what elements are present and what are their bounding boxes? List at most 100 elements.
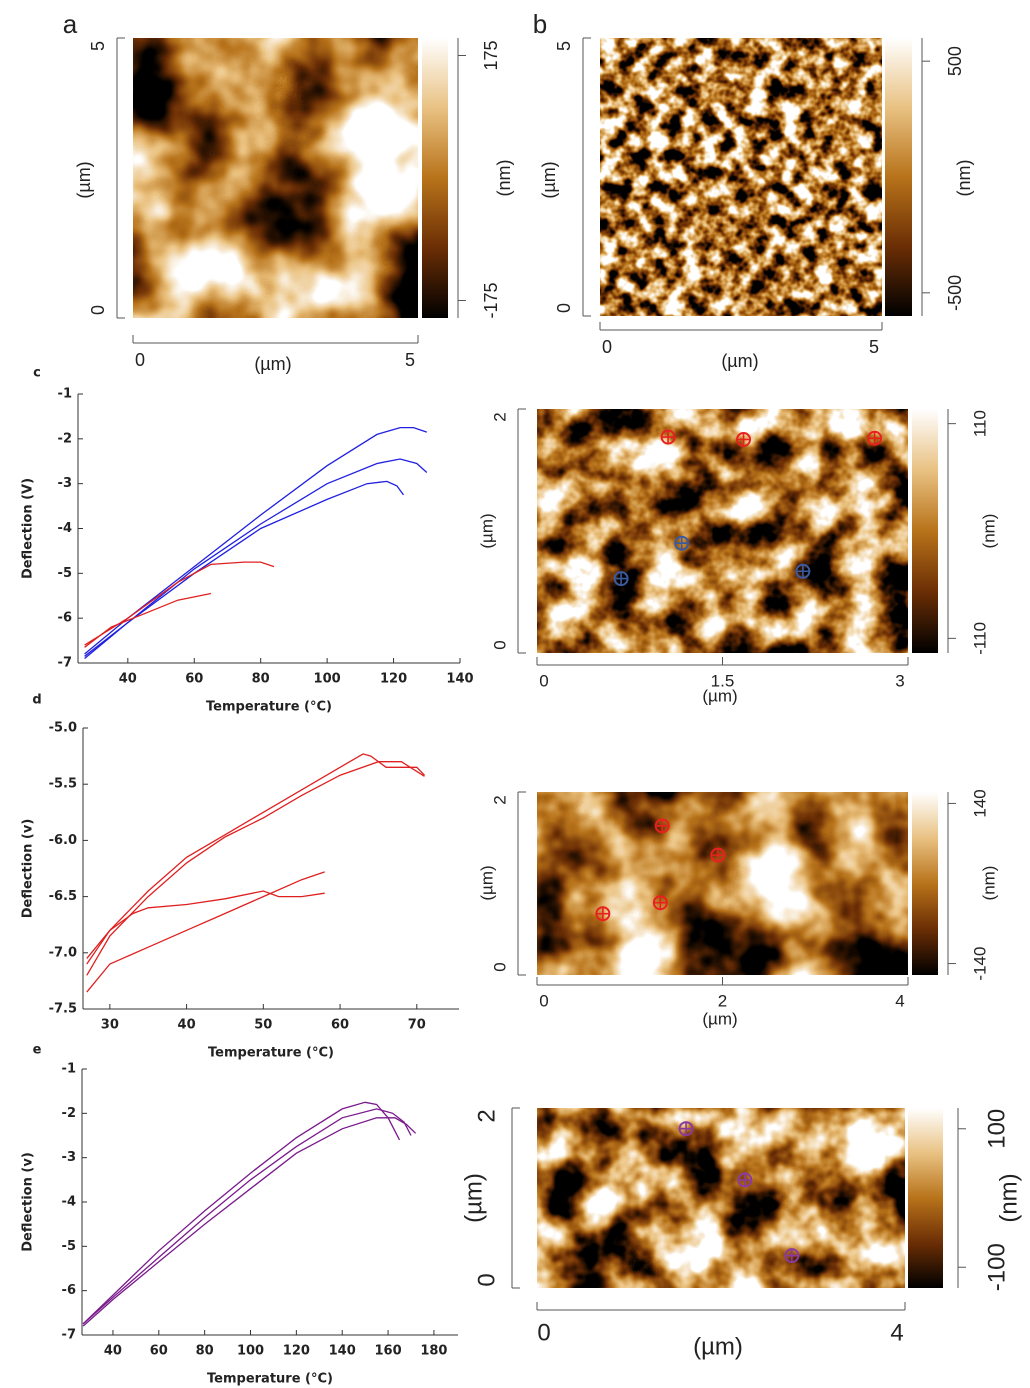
colorbar: [908, 1108, 943, 1288]
y-axis-title: Deflection (V): [21, 478, 36, 579]
x-tick-label: 60: [150, 1344, 168, 1359]
y-tick-label: -2: [58, 431, 72, 446]
panel-label: c: [33, 366, 41, 381]
y-axis-title: (µm): [477, 865, 496, 900]
marker-cross: [679, 1122, 693, 1136]
x-axis-title: (µm): [721, 351, 758, 371]
y-tick-label: -5: [62, 1239, 76, 1254]
marker-cross: [596, 907, 610, 921]
afm-panel: a 0 5 0 5 (µm) (µm) -175 175 (nm): [63, 9, 514, 374]
colorbar-tick-label: -140: [970, 947, 989, 981]
panel-label: d: [32, 693, 41, 708]
x-tick-label: 100: [237, 1344, 264, 1359]
marker-cross: [711, 848, 725, 862]
y-tick-label: 2: [490, 795, 509, 804]
curve: [82, 1101, 401, 1325]
x-tick-label: 1.5: [711, 671, 735, 690]
afm-panel: 0 1.5 3 0 2 (µm) (µm) -110 110 (nm): [477, 408, 998, 705]
colorbar-tick-label: -175: [481, 282, 501, 318]
colorbar: [885, 38, 912, 316]
afm-image: [537, 792, 908, 975]
afm-image: [600, 38, 882, 316]
x-tick-label: 180: [420, 1344, 447, 1359]
colorbar-title: (nm): [995, 1173, 1022, 1222]
y-tick-label: -3: [62, 1150, 76, 1165]
x-tick-label: 160: [375, 1344, 402, 1359]
curve: [86, 761, 425, 976]
x-tick-label: 50: [254, 1018, 272, 1033]
marker-cross: [653, 896, 667, 910]
y-axis-title: Deflection (v): [21, 819, 36, 919]
y-tick-label: -7: [62, 1328, 76, 1343]
x-axis-title: (µm): [702, 686, 737, 705]
y-tick-label: 0: [490, 962, 509, 971]
x-tick-label: 40: [178, 1018, 196, 1033]
x-axis-title: (µm): [702, 1009, 737, 1028]
afm-panel: 0 4 0 2 (µm) (µm) -100 100 (nm): [460, 1107, 1022, 1360]
curve: [84, 561, 275, 646]
y-tick-label: -4: [58, 521, 72, 536]
colorbar: [912, 409, 938, 653]
y-axis-title: Deflection (v): [21, 1152, 36, 1252]
x-tick-label: 5: [405, 350, 415, 370]
x-axis-title: (µm): [693, 1333, 743, 1360]
x-tick-label: 30: [101, 1018, 119, 1033]
curve: [86, 890, 325, 965]
marker-cross: [661, 430, 675, 444]
y-tick-label: 0: [490, 640, 509, 649]
colorbar-tick-label: 140: [970, 789, 989, 817]
curve: [86, 753, 425, 959]
colorbar: [422, 38, 448, 318]
x-tick-label: 5: [869, 337, 879, 357]
curve: [86, 871, 325, 993]
afm-image: [537, 1108, 905, 1288]
colorbar-title: (nm): [979, 866, 998, 901]
colorbar-tick-label: 100: [983, 1109, 1010, 1149]
x-tick-label: 100: [314, 672, 341, 687]
y-tick-label: -5.0: [49, 721, 77, 736]
y-tick-label: -4: [62, 1195, 76, 1210]
curve: [82, 1117, 417, 1327]
afm-panel: b 0 5 0 5 (µm) (µm) -500 500 (nm): [533, 9, 974, 371]
curve: [84, 592, 212, 648]
curve: [82, 1108, 412, 1325]
panel-label: b: [533, 9, 547, 39]
x-tick-label: 40: [119, 672, 137, 687]
marker-cross: [868, 431, 882, 445]
colorbar-tick-label: -500: [945, 275, 965, 311]
marker-cross: [737, 433, 751, 446]
y-tick-label: -7.0: [49, 945, 77, 960]
panel-label: e: [33, 1043, 42, 1058]
x-tick-label: 80: [196, 1344, 214, 1359]
colorbar-title: (nm): [494, 160, 514, 197]
y-tick-label: -5.5: [49, 777, 77, 792]
x-tick-label: 60: [185, 672, 203, 687]
y-axis-title: (µm): [460, 1173, 487, 1223]
x-tick-label: 4: [895, 991, 904, 1010]
y-tick-label: -1: [58, 387, 72, 402]
x-tick-label: 0: [537, 1319, 550, 1346]
y-axis-title: (µm): [539, 161, 559, 198]
panel-label: a: [63, 9, 78, 39]
x-axis-title: Temperature (°C): [206, 700, 332, 715]
curve: [84, 480, 405, 659]
x-axis-title: Temperature (°C): [207, 1372, 333, 1387]
y-tick-label: 0: [554, 303, 574, 313]
afm-image: [133, 38, 418, 318]
y-tick-label: -7.5: [49, 1002, 77, 1017]
x-tick-label: 0: [539, 671, 548, 690]
x-tick-label: 0: [135, 350, 145, 370]
line-chart: e -1 -2 -3 -4 -5 -6 -7 40 60 80 100 120 140 160 180 Temp…: [21, 1043, 458, 1387]
y-tick-label: -5: [58, 566, 72, 581]
x-tick-label: 3: [895, 671, 904, 690]
colorbar-title: (nm): [954, 160, 974, 197]
marker-cross: [675, 536, 689, 550]
x-tick-label: 0: [539, 991, 548, 1010]
colorbar-tick-label: -110: [970, 622, 989, 655]
colorbar-tick-label: -100: [983, 1243, 1010, 1291]
y-axis-title: (µm): [74, 161, 94, 198]
x-tick-label: 140: [329, 1344, 356, 1359]
x-tick-label: 80: [252, 672, 270, 687]
